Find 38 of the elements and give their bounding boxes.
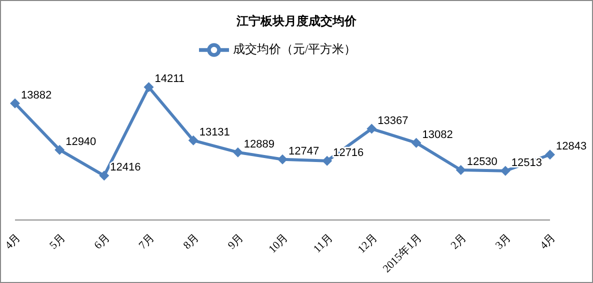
data-label: 13367: [378, 114, 408, 127]
data-label: 13082: [422, 128, 453, 141]
point: [99, 170, 110, 181]
point: [54, 144, 65, 155]
point: [278, 154, 288, 164]
x-tick-label: 12月: [356, 232, 380, 256]
point: [411, 138, 422, 148]
point: [366, 124, 377, 134]
x-tick-label: 2月: [448, 232, 469, 252]
point: [188, 135, 198, 146]
x-tick-label: 4月: [538, 232, 558, 252]
x-tick-label: 4月: [2, 232, 24, 252]
data-label: 14211: [154, 73, 185, 86]
x-tick-label: 9月: [226, 232, 246, 252]
point: [545, 150, 555, 160]
x-tick-label: 8月: [181, 232, 202, 252]
chart-title: 江宁板块月度成交均价: [236, 13, 358, 30]
point: [232, 147, 243, 158]
data-label: 13882: [21, 89, 52, 102]
point: [144, 82, 154, 92]
x-tick-label: 10月: [266, 232, 291, 256]
x-tick-label: 3月: [493, 232, 514, 252]
data-label: 12940: [66, 136, 96, 148]
x-tick-label: 5月: [48, 232, 68, 252]
data-label: 12416: [110, 162, 141, 174]
legend-label: 成交均价（元/平方米）: [232, 42, 356, 56]
x-tick-label: 7月: [136, 232, 157, 252]
data-label: 13131: [199, 126, 230, 138]
data-label: 12889: [244, 138, 275, 150]
point: [500, 166, 510, 176]
point: [322, 156, 332, 166]
data-label: 12843: [556, 140, 587, 153]
x-tick-label: 11月: [311, 232, 336, 256]
point: [10, 98, 20, 108]
data-label: 12747: [288, 145, 320, 158]
x-tick-label: 6月: [92, 232, 112, 252]
data-label: 12530: [466, 156, 498, 168]
point: [456, 165, 466, 176]
